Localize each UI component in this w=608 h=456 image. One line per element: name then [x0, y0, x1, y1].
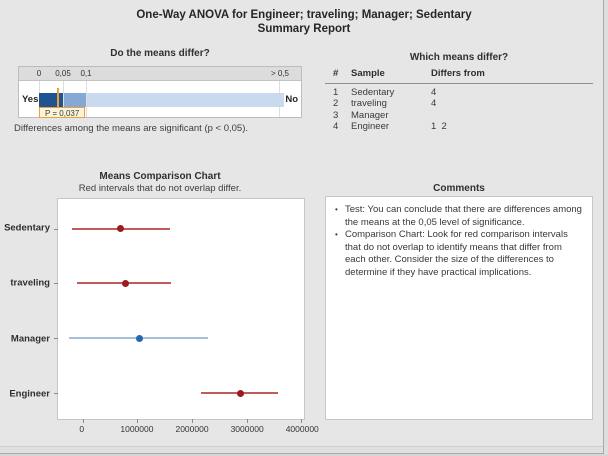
gauge-bar — [39, 93, 284, 107]
gauge-tick-005: 0,05 — [55, 69, 71, 78]
y-tick-mark — [54, 393, 58, 395]
gauge-tick-gt05: > 0,5 — [270, 69, 290, 78]
comments-title: Comments — [433, 183, 485, 194]
gauge-tick-01: 0,1 — [80, 69, 92, 78]
x-tick-label: 4000000 — [285, 424, 319, 434]
comparison-chart-title: Means Comparison Chart — [99, 171, 221, 182]
gauge-tick-0: 0 — [36, 69, 42, 78]
gauge-gridline — [63, 81, 64, 117]
gauge-segment-significant — [39, 93, 63, 107]
y-category-label: Engineer — [9, 388, 50, 400]
row-sample: traveling — [351, 98, 387, 110]
table-row: 3 Manager — [325, 110, 593, 121]
table-row: 4 Engineer 1 2 — [325, 121, 593, 132]
x-tick-mark — [191, 419, 193, 423]
report-title-line2: Summary Report — [257, 23, 351, 35]
gauge-yes-label: Yes — [22, 94, 39, 105]
row-num: 2 — [333, 98, 339, 110]
row-sample: Manager — [351, 109, 389, 121]
window-right-border — [603, 0, 604, 454]
x-tick-label: 1000000 — [120, 424, 154, 434]
y-tick-mark — [54, 283, 58, 285]
x-tick-label: 3000000 — [230, 424, 264, 434]
table-row: 1 Sedentary 4 — [325, 87, 593, 98]
comparison-chart-subtitle: Red intervals that do not overlap differ… — [78, 183, 242, 194]
gauge-gridline — [86, 81, 87, 117]
window-bottom-divider — [0, 446, 608, 447]
differ-table-header: # Sample Differs from — [325, 68, 593, 80]
gauge-scale-header: 0 0,05 0,1 > 0,5 — [19, 67, 301, 81]
mean-dot-engineer — [237, 389, 245, 397]
window-bottom-border — [0, 453, 608, 454]
col-header-sample: Sample — [351, 68, 385, 79]
row-sample: Engineer — [351, 120, 390, 132]
gauge-title: Do the means differ? — [110, 48, 210, 59]
gauge-segment-not-significant — [87, 93, 284, 107]
window-bottom-edge — [0, 454, 608, 456]
x-tick-mark — [137, 419, 139, 423]
row-differs: 1 2 — [431, 120, 447, 132]
report-title-line1: One-Way ANOVA for Engineer; traveling; M… — [136, 9, 472, 21]
y-tick-mark — [54, 228, 58, 230]
x-tick-mark — [246, 419, 248, 423]
row-num: 3 — [333, 109, 339, 121]
x-tick-mark — [82, 419, 84, 423]
y-axis-labels: Sedentary traveling Manager Engineer — [0, 198, 57, 420]
x-axis-labels: 0 1000000 2000000 3000000 4000000 — [57, 424, 318, 436]
mean-dot-sedentary — [117, 225, 125, 233]
plot-area — [54, 198, 305, 423]
gauge-no-label: No — [285, 94, 298, 105]
row-num: 1 — [333, 87, 339, 98]
report-title: One-Way ANOVA for Engineer; traveling; M… — [0, 8, 608, 36]
p-value-gauge: 0 0,05 0,1 > 0,5 Yes No P = 0,037 — [18, 66, 302, 118]
differ-table-rows: 1 Sedentary 4 2 traveling 4 3 Manager 4 … — [325, 87, 593, 132]
table-header-rule — [325, 83, 593, 84]
list-item: • Test: You can conclude that there are … — [335, 204, 583, 229]
list-item: • Comparison Chart: Look for red compari… — [335, 229, 583, 279]
bullet-icon: • — [335, 205, 338, 214]
x-tick-label: 0 — [79, 424, 85, 434]
table-row: 2 traveling 4 — [325, 98, 593, 109]
gauge-segment-marginal — [64, 93, 86, 107]
y-category-label: Sedentary — [4, 222, 50, 234]
y-category-label: Manager — [10, 333, 50, 345]
mean-dot-traveling — [121, 279, 129, 287]
comments-box: • Test: You can conclude that there are … — [325, 196, 593, 420]
comment-text: Test: You can conclude that there are di… — [345, 204, 582, 228]
row-num: 4 — [333, 120, 339, 132]
x-tick-mark — [301, 419, 303, 423]
differ-table-title: Which means differ? — [409, 52, 509, 63]
window-right-edge — [604, 0, 608, 454]
x-tick-label: 2000000 — [175, 424, 209, 434]
y-tick-mark — [54, 338, 58, 340]
y-category-label: traveling — [10, 277, 50, 289]
window-bottom-strip — [0, 447, 608, 453]
p-value-label: P = 0,037 — [39, 107, 86, 118]
row-sample: Sedentary — [351, 87, 395, 98]
comments-list: • Test: You can conclude that there are … — [335, 204, 583, 279]
row-differs: 4 — [431, 98, 437, 110]
mean-dot-manager — [135, 334, 143, 342]
gauge-caption: Differences among the means are signific… — [14, 123, 249, 134]
col-header-differs: Differs from — [431, 68, 485, 79]
row-differs: 4 — [431, 87, 437, 98]
col-header-num: # — [333, 68, 339, 79]
p-value-marker — [56, 88, 59, 112]
bullet-icon: • — [335, 230, 338, 239]
comment-text: Comparison Chart: Look for red compariso… — [345, 229, 568, 278]
